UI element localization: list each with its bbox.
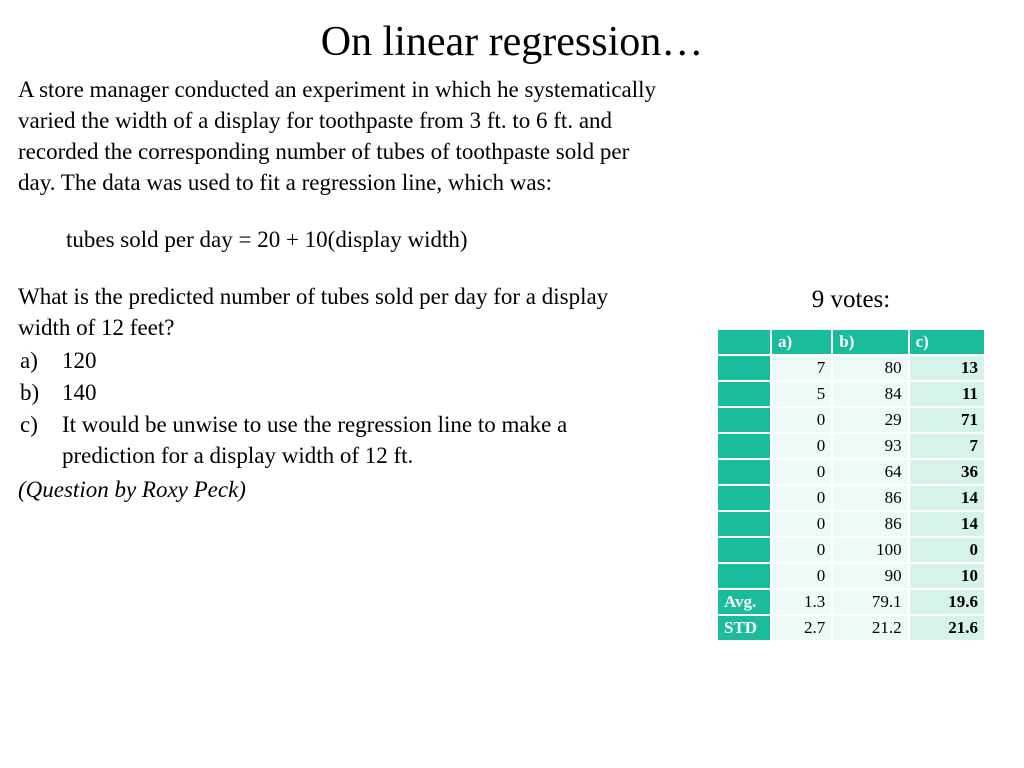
table-row-std: STD2.721.221.6 <box>718 616 984 640</box>
table-row: 02971 <box>718 408 984 432</box>
cell-a: 0 <box>772 460 831 484</box>
option-text: 120 <box>62 345 658 376</box>
cell-c: 14 <box>910 512 984 536</box>
row-label <box>718 460 770 484</box>
cell-c: 13 <box>910 356 984 380</box>
cell-c: 21.6 <box>910 616 984 640</box>
header-a: a) <box>772 330 831 354</box>
table-body: 78013 58411 02971 0937 06436 08614 08614… <box>718 356 984 640</box>
cell-c: 11 <box>910 382 984 406</box>
header-b: b) <box>833 330 907 354</box>
option-b: b) 140 <box>18 377 658 408</box>
cell-b: 29 <box>833 408 907 432</box>
cell-c: 7 <box>910 434 984 458</box>
cell-b: 80 <box>833 356 907 380</box>
row-label <box>718 382 770 406</box>
cell-c: 0 <box>910 538 984 562</box>
answer-options: a) 120 b) 140 c) It would be unwise to u… <box>18 345 658 471</box>
table-row: 58411 <box>718 382 984 406</box>
regression-formula: tubes sold per day = 20 + 10(display wid… <box>18 224 658 255</box>
cell-b: 90 <box>833 564 907 588</box>
cell-c: 14 <box>910 486 984 510</box>
table-header-row: a) b) c) <box>718 330 984 354</box>
votes-label: 9 votes: <box>716 286 986 314</box>
cell-a: 0 <box>772 486 831 510</box>
cell-a: 0 <box>772 408 831 432</box>
table-row-avg: Avg.1.379.119.6 <box>718 590 984 614</box>
cell-b: 100 <box>833 538 907 562</box>
option-letter: c) <box>18 409 62 440</box>
row-label <box>718 512 770 536</box>
table-row: 78013 <box>718 356 984 380</box>
table-row: 06436 <box>718 460 984 484</box>
cell-b: 79.1 <box>833 590 907 614</box>
option-letter: b) <box>18 377 62 408</box>
header-empty <box>718 330 770 354</box>
cell-a: 5 <box>772 382 831 406</box>
body-column: A store manager conducted an experiment … <box>18 74 658 505</box>
votes-table: a) b) c) 78013 58411 02971 0937 06436 08… <box>716 328 986 642</box>
cell-c: 71 <box>910 408 984 432</box>
cell-a: 0 <box>772 564 831 588</box>
side-column: 9 votes: a) b) c) 78013 58411 02971 0937… <box>658 74 1006 505</box>
row-label <box>718 356 770 380</box>
cell-a: 1.3 <box>772 590 831 614</box>
cell-c: 19.6 <box>910 590 984 614</box>
cell-a: 2.7 <box>772 616 831 640</box>
table-row: 08614 <box>718 486 984 510</box>
cell-a: 7 <box>772 356 831 380</box>
table-row: 0937 <box>718 434 984 458</box>
cell-a: 0 <box>772 434 831 458</box>
option-c: c) It would be unwise to use the regress… <box>18 409 658 471</box>
question-text: What is the predicted number of tubes so… <box>18 281 658 343</box>
table-row: 08614 <box>718 512 984 536</box>
row-label <box>718 434 770 458</box>
intro-paragraph: A store manager conducted an experiment … <box>18 74 658 198</box>
cell-b: 84 <box>833 382 907 406</box>
cell-b: 86 <box>833 512 907 536</box>
slide-title: On linear regression… <box>0 0 1024 74</box>
option-letter: a) <box>18 345 62 376</box>
row-label <box>718 486 770 510</box>
votes-block: 9 votes: a) b) c) 78013 58411 02971 0937… <box>716 286 986 642</box>
row-label <box>718 538 770 562</box>
row-label-avg: Avg. <box>718 590 770 614</box>
cell-b: 64 <box>833 460 907 484</box>
table-row: 09010 <box>718 564 984 588</box>
option-text: It would be unwise to use the regression… <box>62 409 658 471</box>
cell-c: 10 <box>910 564 984 588</box>
row-label-std: STD <box>718 616 770 640</box>
header-c: c) <box>910 330 984 354</box>
cell-b: 93 <box>833 434 907 458</box>
cell-b: 21.2 <box>833 616 907 640</box>
row-label <box>718 408 770 432</box>
cell-c: 36 <box>910 460 984 484</box>
content-row: A store manager conducted an experiment … <box>0 74 1024 505</box>
row-label <box>718 564 770 588</box>
table-row: 01000 <box>718 538 984 562</box>
cell-b: 86 <box>833 486 907 510</box>
option-a: a) 120 <box>18 345 658 376</box>
cell-a: 0 <box>772 512 831 536</box>
question-attribution: (Question by Roxy Peck) <box>18 474 658 505</box>
option-text: 140 <box>62 377 658 408</box>
cell-a: 0 <box>772 538 831 562</box>
